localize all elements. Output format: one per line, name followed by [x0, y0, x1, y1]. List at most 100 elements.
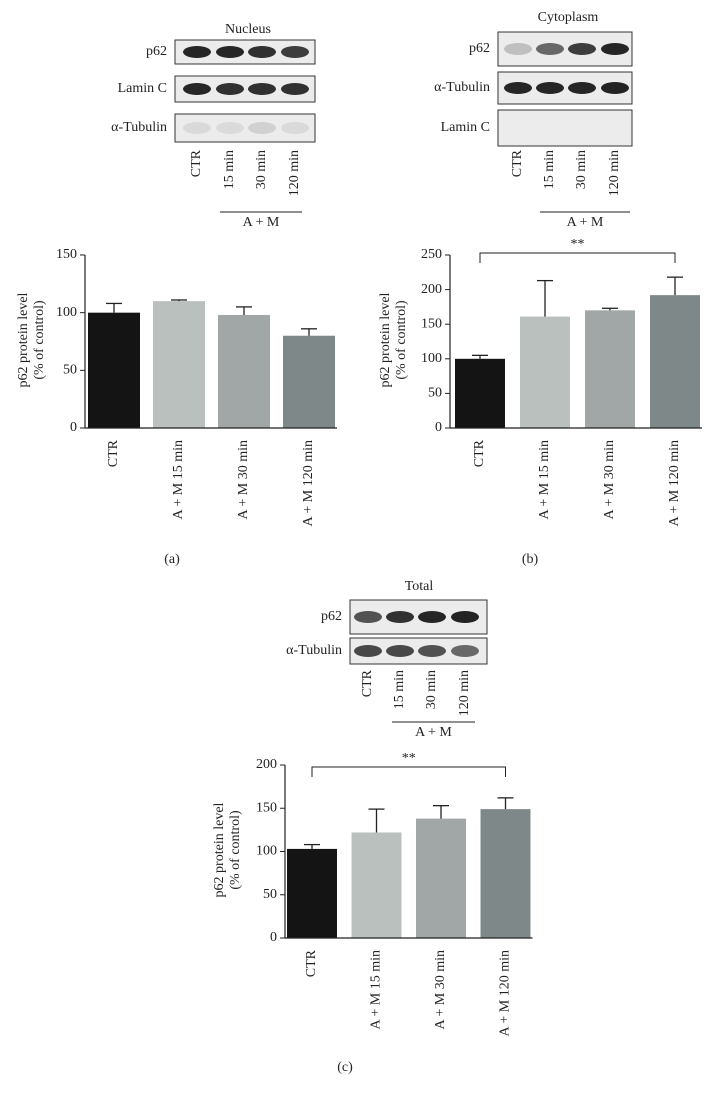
blot-band [248, 83, 276, 95]
blot-band [568, 82, 596, 94]
error-bar [472, 354, 488, 359]
blot-band [536, 43, 564, 55]
blot-row-label: α-Tubulin [111, 120, 167, 135]
blot-band [504, 82, 532, 94]
y-tick-label: 150 [421, 316, 442, 331]
blot-band [504, 43, 532, 55]
x-tick-label: A + M 120 min [667, 440, 682, 526]
y-tick-label: 200 [421, 282, 442, 297]
bar [351, 832, 402, 938]
panel-label: (a) [164, 552, 180, 567]
lane-label: 15 min [542, 150, 557, 189]
blot-band [216, 122, 244, 134]
blot-box [174, 113, 316, 143]
x-tick-label: CTR [106, 439, 121, 467]
blot-row-label: Lamin C [118, 81, 167, 96]
bar [88, 312, 140, 428]
blot-band [281, 46, 309, 58]
bar [283, 335, 335, 428]
y-tick-label: 50 [263, 887, 277, 902]
y-tick-label: 100 [256, 844, 277, 859]
blot-band [281, 122, 309, 134]
error-bar [236, 306, 252, 315]
blot-row-label: p62 [469, 41, 490, 56]
bar [416, 818, 466, 938]
y-axis-label: (% of control) [228, 810, 243, 890]
y-tick-label: 0 [70, 420, 77, 435]
significance-label: ** [571, 237, 585, 252]
y-axis-label: p62 protein level [378, 292, 393, 387]
blot-row-label: Lamin C [441, 120, 490, 135]
y-tick-label: 100 [421, 351, 442, 366]
panel-label: (c) [337, 1060, 353, 1075]
y-tick-label: 150 [256, 800, 277, 815]
y-tick-label: 0 [270, 930, 277, 945]
significance-bracket [311, 766, 506, 777]
lane-label: CTR [510, 149, 525, 177]
bar [218, 314, 270, 428]
error-bar [433, 805, 449, 819]
blot-band [601, 82, 629, 94]
error-bar [667, 276, 683, 296]
x-tick-label: CTR [472, 439, 487, 467]
x-tick-label: A + M 15 min [537, 440, 552, 519]
lane-label: 30 min [424, 670, 439, 709]
error-bar [368, 808, 385, 833]
blot-band [451, 611, 479, 623]
group-label: A + M [415, 725, 452, 740]
x-tick-label: A + M 30 min [433, 950, 448, 1029]
blot-title: Total [405, 579, 434, 594]
error-bar [304, 843, 320, 849]
error-bar [171, 299, 187, 302]
bar [520, 316, 570, 428]
lane-label: CTR [189, 149, 204, 177]
group-label: A + M [243, 215, 280, 230]
blot-title: Cytoplasm [538, 10, 599, 25]
y-tick-label: 250 [421, 247, 442, 262]
y-tick-label: 200 [256, 757, 277, 772]
blot-row-label: α-Tubulin [434, 80, 490, 95]
blot-band [418, 645, 446, 657]
bar [455, 358, 505, 428]
blot-band [386, 611, 414, 623]
blot-band [418, 611, 446, 623]
x-tick-label: A + M 120 min [498, 950, 513, 1036]
blot-band [451, 645, 479, 657]
error-bar [106, 302, 122, 313]
blot-band [183, 122, 211, 134]
x-tick-label: A + M 120 min [301, 440, 316, 526]
blot-band [216, 83, 244, 95]
blot-row-label: α-Tubulin [286, 643, 342, 658]
y-tick-label: 100 [56, 305, 77, 320]
blot-band [354, 611, 382, 623]
x-tick-label: A + M 30 min [236, 440, 251, 519]
error-bar [497, 797, 514, 810]
y-axis-label: p62 protein level [16, 292, 31, 387]
x-tick-label: CTR [304, 949, 319, 977]
y-tick-label: 150 [56, 247, 77, 262]
lane-label: 120 min [607, 150, 622, 196]
lane-label: 30 min [254, 150, 269, 189]
y-tick-label: 50 [428, 386, 442, 401]
lane-label: 120 min [457, 670, 472, 716]
y-tick-label: 50 [63, 363, 77, 378]
error-bar [602, 307, 618, 311]
blot-title: Nucleus [225, 22, 271, 37]
blot-band [183, 83, 211, 95]
blot-band [536, 82, 564, 94]
y-axis-label: (% of control) [32, 300, 47, 380]
significance-label: ** [402, 751, 416, 766]
error-bar [301, 328, 317, 336]
y-axis-label: (% of control) [394, 300, 409, 380]
lane-label: 15 min [222, 150, 237, 189]
bar [650, 295, 700, 428]
bar [585, 310, 635, 428]
lane-label: 15 min [392, 670, 407, 709]
blot-band [248, 122, 276, 134]
group-label: A + M [567, 215, 604, 230]
significance-bracket [479, 252, 676, 263]
blot-row-label: p62 [146, 44, 167, 59]
blot-band [281, 83, 309, 95]
bar [153, 301, 205, 428]
